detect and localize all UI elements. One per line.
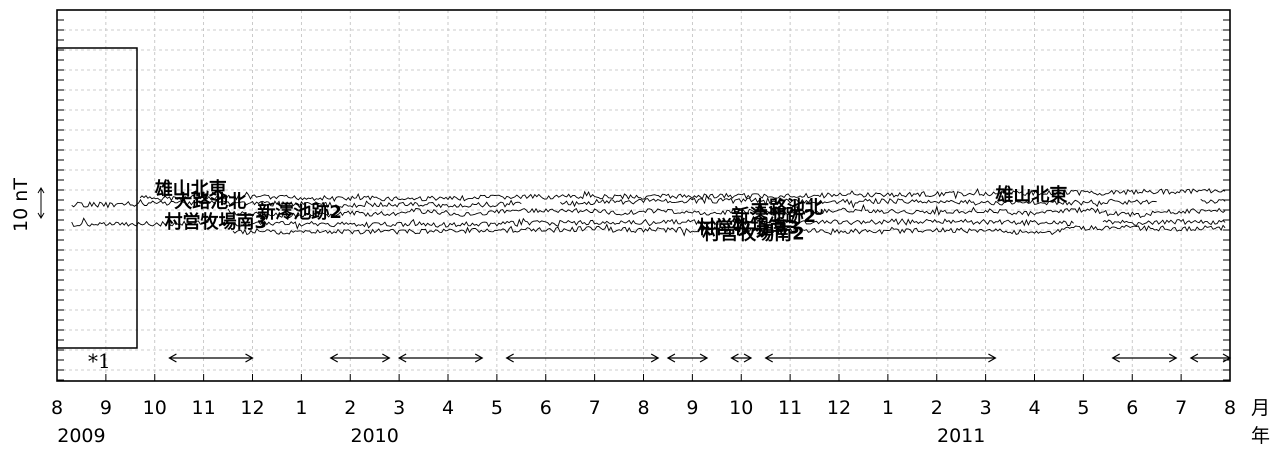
series-line: [232, 216, 1074, 230]
period-arrow: [666, 353, 709, 363]
series-label: 村営牧場南3: [697, 217, 800, 239]
scale-bar: [37, 187, 45, 219]
y-axis-label: 10 nT: [10, 178, 32, 232]
series-line: [71, 216, 209, 227]
x-tick-label: 8: [51, 397, 63, 419]
x-tick-label: 5: [1077, 397, 1089, 419]
x-tick-label: 2: [931, 397, 943, 419]
x-tick-label: 4: [1028, 397, 1040, 419]
period-arrow: [764, 353, 997, 363]
series-label: 大路池北: [174, 191, 246, 213]
period-arrow: [1189, 353, 1232, 363]
series-line: [232, 223, 1226, 237]
period-arrow: [505, 353, 660, 363]
x-tick-label: 9: [100, 397, 112, 419]
series-line: [1200, 198, 1226, 204]
x-tick-label: 1: [882, 397, 894, 419]
x-tick-label: 11: [192, 397, 216, 419]
period-arrow: [168, 353, 254, 363]
x-tick-label: 2: [344, 397, 356, 419]
period-arrow: [1111, 353, 1178, 363]
grid-lines: [57, 10, 1230, 381]
series-label: 雄山北東: [994, 184, 1067, 206]
series-label: 大路池北: [751, 196, 823, 218]
x-tick-label: 7: [1175, 397, 1187, 419]
x-tick-label: 5: [491, 397, 503, 419]
x-tick-labels: 8 9 10 11 12 1 2 3 4 5 6 7 8 9 10 11 12 1 2 3 4 5 6 7 8: [51, 397, 1236, 419]
year-label: 2009: [57, 425, 105, 447]
series-lines: [71, 187, 1226, 237]
series-label: 新澪池跡2: [731, 205, 816, 227]
note-box: [56, 47, 138, 349]
series-label: 新澪池跡2: [257, 201, 342, 223]
period-arrow: [730, 353, 753, 363]
series-label: 村営牧場南3: [165, 211, 268, 233]
x-tick-label: 8: [637, 397, 649, 419]
x-tick-label: 4: [442, 397, 454, 419]
series-line: [139, 187, 1226, 202]
series-label: 雄山北東: [154, 178, 227, 200]
x-tick-label: 10: [143, 397, 167, 419]
x-tick-label: 7: [589, 397, 601, 419]
x-tick-label: 11: [778, 397, 802, 419]
series-line: [227, 203, 1226, 219]
x-tick-label: 9: [686, 397, 698, 419]
month-unit-label: 月: [1251, 397, 1270, 419]
series-label: 村営牧場南2: [702, 223, 805, 245]
x-tick-label: 3: [980, 397, 992, 419]
period-arrow: [397, 353, 484, 363]
series-line: [560, 194, 1157, 209]
x-tick-label: 1: [295, 397, 307, 419]
year-label: 2011: [937, 425, 985, 447]
x-tick-label: 8: [1224, 397, 1236, 419]
series-line: [71, 198, 522, 209]
x-tick-label: 6: [1126, 397, 1138, 419]
series-line: [1102, 218, 1226, 227]
x-tick-label: 3: [393, 397, 405, 419]
year-labels: 2009 2010 2011: [57, 425, 985, 447]
x-tick-label: 12: [240, 397, 264, 419]
note-label: *1: [88, 349, 111, 373]
axis-ticks: [57, 19, 1230, 381]
period-arrow: [329, 353, 391, 363]
x-tick-label: 12: [827, 397, 851, 419]
year-unit-label: 年: [1251, 425, 1270, 447]
x-tick-label: 10: [729, 397, 753, 419]
x-tick-label: 6: [540, 397, 552, 419]
period-arrows: [168, 353, 1232, 363]
year-label: 2010: [351, 425, 399, 447]
